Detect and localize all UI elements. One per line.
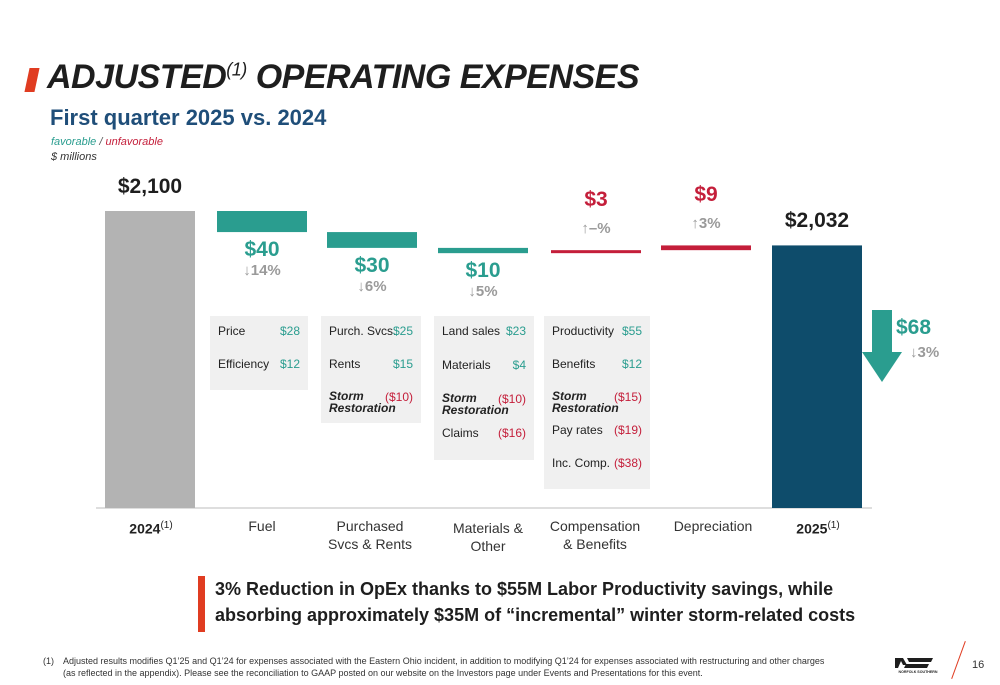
detail-row: Productivity $55 <box>552 324 642 342</box>
value-label-depreciation: $9 <box>694 183 718 207</box>
detail-item-value: ($19) <box>613 423 642 437</box>
detail-item-value: $25 <box>392 324 413 338</box>
axis-label-2024: 2024(1) <box>129 520 173 537</box>
color-legend: favorable / unfavorable <box>51 136 163 148</box>
axis-label-2025: 2025(1) <box>796 520 840 537</box>
axis-label-purchased-svcs: Purchased Svcs & Rents <box>327 518 413 552</box>
axis-label-fuel: Fuel <box>248 518 276 534</box>
logo-wordmark: NORFOLK SOUTHERN <box>899 670 938 674</box>
detail-box-materials: Land sales $23 Materials $4 Storm Restoration… <box>434 316 534 460</box>
bar-2025-total <box>772 245 862 509</box>
detail-row: Efficiency $12 <box>218 357 300 375</box>
detail-row: Purch. Svcs. $25 <box>329 324 413 342</box>
detail-row: Land sales $23 <box>442 324 526 342</box>
detail-row: Storm Restoration ($10) <box>442 392 526 416</box>
detail-item-value: $12 <box>621 357 642 371</box>
bar-depreciation <box>661 245 751 251</box>
detail-box-purchased-svcs: Purch. Svcs. $25 Rents $15 Storm Restoration(… <box>321 316 421 423</box>
percent-label-compensation: ↑–% <box>581 220 611 238</box>
detail-row: Inc. Comp. ($38) <box>552 456 642 474</box>
axis-label-depreciation: Depreciation <box>673 518 753 534</box>
legend-unfavorable: unfavorable <box>105 136 163 148</box>
detail-row: Storm Restoration ($15) <box>552 390 642 414</box>
page-number: 16 <box>972 659 985 671</box>
detail-item-name: Purch. Svcs. <box>329 324 397 338</box>
detail-row: Benefits $12 <box>552 357 642 375</box>
value-label-materials: $10 <box>465 259 501 283</box>
detail-item-value: ($15) <box>613 390 642 404</box>
value-label-fuel: $40 <box>244 238 280 262</box>
detail-item-name: Storm Restoration <box>552 389 619 415</box>
detail-item-value: ($38) <box>613 456 642 470</box>
detail-item-name: Inc. Comp. <box>552 456 611 470</box>
detail-item-name: Productivity <box>552 324 615 338</box>
detail-box-compensation: Productivity $55 Benefits $12 Storm Restorati… <box>544 316 650 489</box>
total-change-percent: ↓3% <box>910 344 940 361</box>
detail-item-value: ($10) <box>497 392 526 406</box>
callout-accent-bar <box>198 576 205 632</box>
page-subtitle: First quarter 2025 vs. 2024 <box>50 105 327 130</box>
bar-compensation <box>551 250 641 254</box>
detail-row: Claims ($16) <box>442 426 526 444</box>
detail-item-value: $4 <box>512 358 526 372</box>
detail-item-name: Efficiency <box>218 357 270 371</box>
detail-item-name: Pay rates <box>552 423 603 437</box>
detail-row: Price $28 <box>218 324 300 342</box>
detail-item-name: Benefits <box>552 357 596 371</box>
norfolk-southern-logo: NORFOLK SOUTHERN <box>895 658 938 674</box>
units-label: $ millions <box>51 151 97 163</box>
axis-label-compensation: Compensation & Benefits <box>549 518 641 552</box>
detail-box-fuel: Price $28 Efficiency $12 <box>210 316 308 390</box>
total-change-arrow-shaft <box>872 310 892 354</box>
detail-item-name: Price <box>218 324 246 338</box>
detail-row: Rents $15 <box>329 357 413 375</box>
total-change-label: $68 <box>896 316 932 339</box>
percent-label-purchased-svcs: ↓6% <box>357 277 387 295</box>
detail-item-name: Land sales <box>442 324 501 338</box>
detail-item-name: Storm Restoration <box>442 391 509 417</box>
detail-item-value: $23 <box>505 324 526 338</box>
detail-row: Materials $4 <box>442 358 526 376</box>
total-change-arrow-icon <box>862 352 902 382</box>
detail-item-name: Materials <box>442 358 491 372</box>
value-label-compensation: $3 <box>584 188 608 212</box>
detail-row: Pay rates ($19) <box>552 423 642 441</box>
value-label-2025: $2,032 <box>784 209 850 233</box>
detail-item-value: $28 <box>279 324 300 338</box>
detail-item-value: $55 <box>621 324 642 338</box>
detail-item-value: $15 <box>392 357 413 371</box>
detail-item-value: ($10) <box>384 390 413 404</box>
detail-item-value: $12 <box>279 357 300 371</box>
detail-row: Storm Restoration ($10) <box>329 390 413 414</box>
percent-label-fuel: ↓14% <box>243 262 281 280</box>
percent-label-depreciation: ↑3% <box>691 215 721 233</box>
bar-materials <box>438 247 528 254</box>
value-label-purchased-svcs: $30 <box>354 253 390 277</box>
percent-label-materials: ↓5% <box>468 283 498 301</box>
page-title: ADJUSTED(1) OPERATING EXPENSES <box>47 58 640 96</box>
bar-purchased-svcs <box>327 232 417 248</box>
bar-fuel <box>217 211 307 233</box>
axis-label-materials: Materials & Other <box>452 520 524 554</box>
detail-item-name: Storm Restoration <box>329 389 396 415</box>
legend-favorable: favorable <box>51 136 97 148</box>
detail-item-value: ($16) <box>497 426 526 440</box>
value-label-2024: $2,100 <box>117 175 183 198</box>
detail-item-name: Rents <box>329 357 361 371</box>
key-takeaway: 3% Reduction in OpEx thanks to $55M Labo… <box>215 579 856 625</box>
bar-2024-total <box>105 211 195 508</box>
detail-item-name: Claims <box>442 426 479 440</box>
legend-separator: / <box>99 136 103 148</box>
